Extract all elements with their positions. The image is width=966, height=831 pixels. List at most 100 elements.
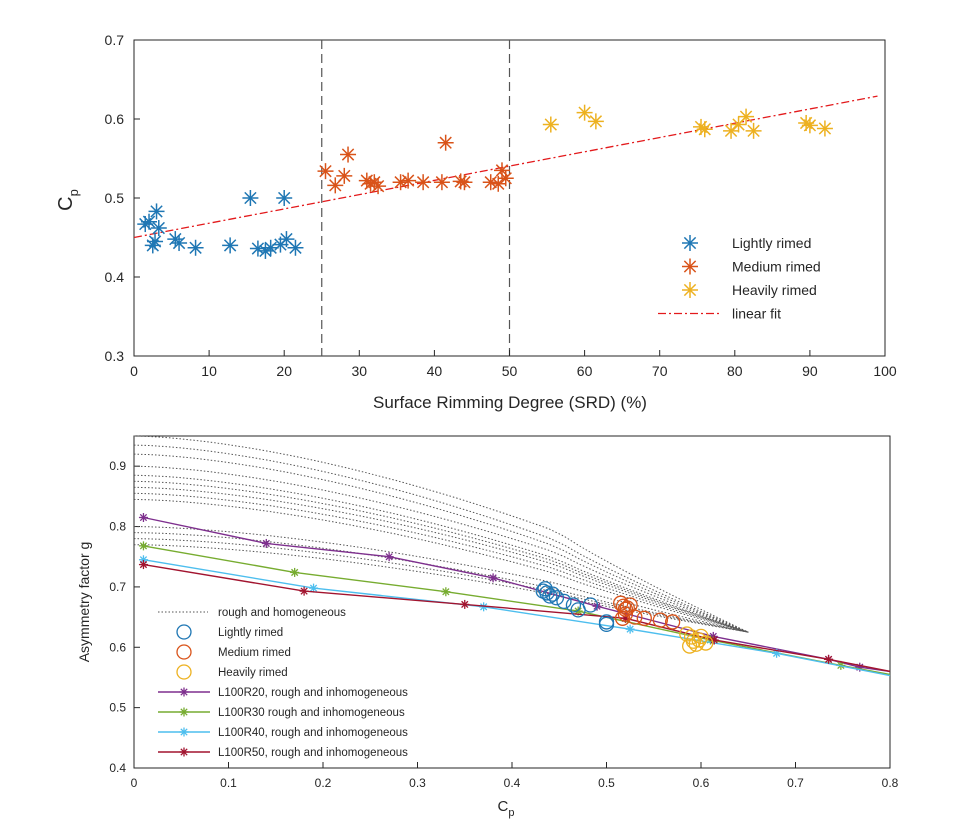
legend-top: Lightly rimed Medium rimed Heavily rimed li… bbox=[658, 235, 821, 322]
legend-label-bottom: L100R40, rough and inhomogeneous bbox=[218, 727, 408, 739]
x-tick-label-top: 90 bbox=[802, 363, 818, 379]
data-point-lightly bbox=[548, 590, 565, 606]
data-point-lightly bbox=[582, 597, 599, 613]
legend-label-bottom: Heavily rimed bbox=[218, 667, 288, 679]
data-point-lightly bbox=[187, 239, 204, 256]
y-axis-label-bottom: Asymmetry factor g bbox=[76, 542, 92, 663]
data-point-heavily bbox=[542, 116, 559, 133]
legend-marker-top bbox=[682, 235, 698, 251]
legend-label-bottom: Medium rimed bbox=[218, 647, 291, 659]
series-marker-r50 bbox=[299, 586, 309, 596]
x-tick-label-bottom: 0.7 bbox=[787, 776, 804, 790]
legend-marker-top bbox=[682, 282, 698, 298]
data-point-medium bbox=[497, 170, 514, 187]
y-tick-label-top: 0.6 bbox=[105, 111, 125, 127]
legend-label-top: Medium rimed bbox=[732, 259, 821, 275]
legend-marker-bottom bbox=[179, 747, 189, 757]
series-marker-r40 bbox=[309, 583, 319, 593]
data-point-lightly bbox=[150, 220, 167, 237]
data-point-medium bbox=[317, 163, 334, 180]
data-point-lightly bbox=[542, 588, 558, 604]
x-tick-label-bottom: 0.5 bbox=[598, 776, 615, 790]
data-point-medium bbox=[433, 174, 450, 191]
homogeneous-curve bbox=[133, 465, 749, 633]
homogeneous-curve bbox=[133, 492, 749, 633]
x-tick-label-top: 40 bbox=[427, 363, 443, 379]
y-tick-label-top: 0.3 bbox=[105, 348, 125, 364]
legend-marker-bottom bbox=[176, 644, 192, 660]
series-marker-r20 bbox=[261, 538, 271, 548]
x-tick-label-top: 50 bbox=[502, 363, 518, 379]
data-point-heavily bbox=[587, 113, 604, 130]
data-point-heavily bbox=[816, 120, 833, 137]
data-point-heavily bbox=[738, 108, 755, 125]
data-point-heavily bbox=[696, 121, 713, 138]
data-point-medium bbox=[619, 600, 635, 616]
series-marker-r40 bbox=[625, 624, 635, 634]
homogeneous-curve bbox=[133, 480, 749, 633]
y-tick-label-bottom: 0.5 bbox=[109, 701, 126, 715]
homogeneous-curve bbox=[133, 444, 749, 633]
x-tick-label-top: 100 bbox=[873, 363, 897, 379]
homogeneous-curve bbox=[133, 474, 749, 633]
data-point-lightly bbox=[544, 586, 561, 602]
data-point-lightly bbox=[565, 597, 582, 613]
data-point-lightly bbox=[287, 239, 304, 256]
data-point-medium bbox=[614, 610, 631, 626]
data-point-lightly bbox=[556, 593, 572, 610]
series-marker-r20 bbox=[138, 512, 148, 522]
x-tick-label-top: 0 bbox=[130, 363, 138, 379]
series-marker-r50 bbox=[138, 560, 148, 570]
x-tick-label-bottom: 0.3 bbox=[409, 776, 426, 790]
legend-label-top: Heavily rimed bbox=[732, 282, 817, 298]
series-marker-r30 bbox=[138, 541, 148, 551]
series-line-r40 bbox=[143, 559, 891, 677]
data-point-lightly bbox=[147, 233, 164, 250]
x-tick-label-bottom: 0.2 bbox=[315, 776, 332, 790]
x-tick-label-bottom: 0.4 bbox=[504, 776, 521, 790]
data-point-lightly bbox=[141, 213, 158, 230]
svg-text:Cp: Cp bbox=[55, 189, 81, 211]
legend-marker-top bbox=[682, 258, 698, 275]
g-vs-cp-chart: 0 0.1 0.2 0.3 0.4 0.5 0.6 0.7 0.8 0.4 0.5 0.6 0.7 0.… bbox=[66, 422, 916, 826]
series-marker-r20 bbox=[488, 573, 498, 583]
series-marker-r50 bbox=[824, 654, 834, 664]
legend-marker-bottom bbox=[176, 624, 192, 640]
x-tick-label-top: 30 bbox=[352, 363, 368, 379]
data-point-medium bbox=[370, 178, 387, 195]
x-tick-label-bottom: 0.8 bbox=[882, 776, 899, 790]
legend-marker-bottom bbox=[179, 727, 189, 737]
data-point-lightly bbox=[171, 235, 188, 252]
data-point-medium bbox=[392, 174, 409, 191]
homogeneous-curve bbox=[133, 526, 749, 633]
data-point-lightly bbox=[242, 190, 259, 206]
x-tick-label-top: 20 bbox=[276, 363, 292, 379]
data-point-medium bbox=[627, 609, 643, 625]
y-tick-label-bottom: 0.4 bbox=[109, 761, 126, 775]
series-marker-r50 bbox=[709, 635, 719, 645]
linear-fit-line bbox=[133, 95, 878, 239]
y-tick-label-bottom: 0.9 bbox=[109, 459, 126, 473]
x-axis-label-bottom: Cp bbox=[498, 798, 515, 819]
x-tick-label-top: 70 bbox=[652, 363, 668, 379]
x-tick-label-bottom: 0.6 bbox=[693, 776, 710, 790]
legend-label-top: Lightly rimed bbox=[732, 235, 811, 251]
data-point-medium bbox=[336, 167, 353, 184]
data-point-medium bbox=[437, 134, 454, 151]
data-point-medium bbox=[340, 146, 357, 163]
data-point-lightly bbox=[539, 585, 555, 601]
legend-label-bottom: Lightly rimed bbox=[218, 627, 283, 639]
data-point-heavily bbox=[685, 633, 702, 649]
legend-marker-bottom bbox=[176, 664, 192, 680]
legend-marker-bottom bbox=[179, 687, 189, 697]
legend-label-bottom: L100R50, rough and inhomogeneous bbox=[218, 747, 408, 759]
g-vs-cp-svg: 0 0.1 0.2 0.3 0.4 0.5 0.6 0.7 0.8 0.4 0.5 0.6 0.7 0.… bbox=[76, 435, 899, 819]
homogeneous-curve bbox=[133, 498, 749, 633]
y-axis-label-top-main: C bbox=[55, 196, 77, 210]
homogeneous-curve bbox=[133, 538, 749, 633]
data-point-lightly bbox=[598, 616, 615, 632]
y-tick-label-bottom: 0.6 bbox=[109, 640, 126, 654]
data-point-lightly bbox=[148, 203, 165, 220]
data-point-medium bbox=[652, 612, 669, 628]
x-tick-label-bottom: 0 bbox=[131, 776, 138, 790]
